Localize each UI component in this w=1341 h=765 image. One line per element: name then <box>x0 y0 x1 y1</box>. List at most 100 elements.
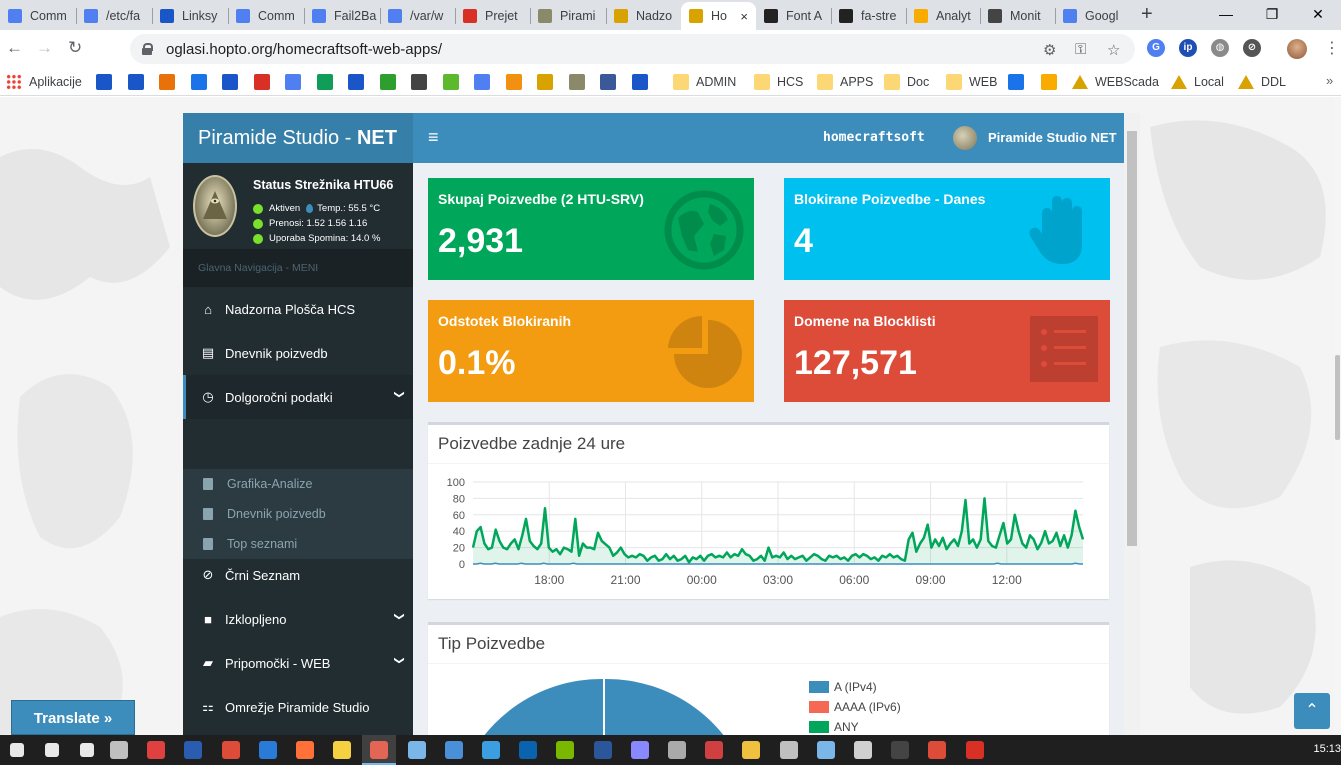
browser-tab[interactable]: Pirami <box>530 2 606 30</box>
app-scrollbar[interactable] <box>1124 113 1140 735</box>
bookmark-icon-item[interactable] <box>474 73 490 91</box>
bookmark-hcs[interactable]: HCS <box>754 73 803 91</box>
notes-icon[interactable] <box>333 741 352 759</box>
legend-item[interactable]: AAAA (IPv6) <box>809 697 901 717</box>
brand-text[interactable]: homecraftsoft <box>823 130 925 145</box>
sidebar-item-disabled[interactable]: ■ Izklopljeno ❯ <box>183 597 413 641</box>
notepad-icon[interactable] <box>407 741 426 759</box>
globe-icon[interactable] <box>258 741 277 759</box>
search-icon[interactable] <box>45 743 59 757</box>
apps-bookmark[interactable]: Aplikacije <box>6 73 82 91</box>
pen-icon[interactable] <box>779 741 798 759</box>
series-line[interactable] <box>473 562 1083 565</box>
bookmark-icon-item[interactable] <box>316 73 333 91</box>
word-icon[interactable] <box>593 741 612 759</box>
maps-icon[interactable] <box>965 741 984 759</box>
browser-tab[interactable]: fa-stre <box>831 2 906 30</box>
user-name[interactable]: Piramide Studio NET <box>988 130 1117 145</box>
folder-icon[interactable] <box>742 741 761 759</box>
asp-icon[interactable] <box>891 741 910 759</box>
user-avatar[interactable] <box>953 126 977 150</box>
legend-item[interactable]: A (IPv4) <box>809 677 901 697</box>
bookmark-infinity[interactable] <box>1008 73 1031 91</box>
browser-tab[interactable]: Fail2Ba <box>304 2 380 30</box>
bookmark-icon-item[interactable] <box>379 73 396 91</box>
browser-tab[interactable]: Monit <box>980 2 1055 30</box>
bookmark-icon-item[interactable] <box>159 73 175 91</box>
app-scrollbar-thumb[interactable] <box>1127 131 1137 546</box>
bookmark-star-icon[interactable]: ☆ <box>1107 42 1121 59</box>
browser-tab[interactable]: Analyt <box>906 2 980 30</box>
browser-tab[interactable]: Comm <box>0 2 76 30</box>
sidebar-item-network[interactable]: ⚏ Omrežje Piramide Studio <box>183 685 413 729</box>
bookmark-icon-item[interactable] <box>600 73 616 91</box>
browser-tab[interactable]: Ho × <box>681 2 756 30</box>
minimize-button[interactable]: — <box>1219 6 1233 22</box>
bookmark-local[interactable]: Local <box>1171 73 1224 91</box>
bookmark-icon-item[interactable] <box>568 73 585 91</box>
browser-tab[interactable]: /etc/fa <box>76 2 152 30</box>
bookmark-icon-item[interactable] <box>127 73 144 91</box>
bookmark-apps[interactable]: APPS <box>817 73 873 91</box>
chevron-down-icon[interactable]: ❯ <box>393 390 405 399</box>
bookmark-icon-item[interactable] <box>348 73 364 91</box>
dreamweaver-icon[interactable] <box>556 741 575 759</box>
address-bar[interactable]: oglasi.hopto.org/homecraftsoft-web-apps/… <box>130 34 1135 64</box>
browser-tab[interactable]: /var/w <box>380 2 455 30</box>
bookmark-admin[interactable]: ADMIN <box>673 73 736 91</box>
browser-tab[interactable]: Prejet <box>455 2 530 30</box>
query-type-pie-chart[interactable] <box>458 675 758 735</box>
chrome-active-icon[interactable] <box>370 741 389 759</box>
bookmark-icon-item[interactable] <box>411 73 427 91</box>
sidebar-toggle-icon[interactable]: ≡ <box>428 127 439 147</box>
block-extension-icon[interactable]: ⊘ <box>1243 39 1261 57</box>
page-scrollbar-thumb[interactable] <box>1335 355 1340 440</box>
terminal-icon[interactable] <box>110 741 128 759</box>
bookmark-icon-item[interactable] <box>253 73 270 91</box>
chrome2-icon[interactable] <box>928 741 947 759</box>
new-tab-button[interactable]: + <box>1141 3 1153 25</box>
globe-extension-icon[interactable]: ◍ <box>1211 39 1229 57</box>
profile-avatar[interactable] <box>1287 39 1307 59</box>
key-icon[interactable]: ⚿ <box>1075 41 1087 58</box>
bookmark-icon-item[interactable] <box>222 73 238 91</box>
bookmark-webscada[interactable]: WEBScada <box>1072 73 1159 91</box>
task-view-icon[interactable] <box>80 743 94 757</box>
lock-icon[interactable] <box>142 43 153 55</box>
sidebar-item-blacklist[interactable]: ⊘ Črni Seznam <box>183 553 413 597</box>
back-button[interactable]: ← <box>6 38 23 57</box>
browser-tab[interactable]: Comm <box>228 2 304 30</box>
series-line[interactable] <box>471 497 1085 564</box>
more-bookmarks-icon[interactable]: » <box>1326 73 1334 88</box>
submenu-item[interactable]: Dnevnik poizvedb <box>183 499 413 529</box>
outlook-icon[interactable] <box>519 741 538 759</box>
lock-icon[interactable] <box>630 741 649 759</box>
app-logo[interactable]: Piramide Studio - NET <box>183 113 413 163</box>
sidebar-item-home[interactable]: ⌂ Nadzorna Plošča HCS <box>183 287 413 331</box>
site-settings-icon[interactable]: ⚙ <box>1043 42 1057 59</box>
monitor-icon[interactable] <box>482 741 500 759</box>
pie-slice-ipv4[interactable] <box>458 678 603 735</box>
paint2-icon[interactable] <box>816 741 835 759</box>
start-icon[interactable] <box>10 743 24 757</box>
translate-button[interactable]: Translate » <box>11 700 135 735</box>
translate-extension-icon[interactable]: G <box>1147 39 1165 57</box>
reload-button[interactable]: ↻ <box>68 38 83 57</box>
bookmark-icon-item[interactable] <box>631 73 648 91</box>
ip-extension-icon[interactable]: ip <box>1179 39 1197 57</box>
paint-icon[interactable] <box>147 741 166 759</box>
restore-button[interactable]: ❐ <box>1265 6 1279 22</box>
url-text[interactable]: oglasi.hopto.org/homecraftsoft-web-apps/ <box>166 40 442 58</box>
queries-line-chart[interactable]: 0 20 40 60 80 100 18:00 21:00 00:00 03:00 06:00 09:… <box>428 465 1109 605</box>
sidebar-item-query-log[interactable]: ▤ Dnevnik poizvedb <box>183 331 413 375</box>
browser-tab[interactable]: Font A <box>756 2 831 30</box>
bookmark-icon-item[interactable] <box>190 73 207 91</box>
gear-red-icon[interactable] <box>705 741 724 759</box>
submenu-item[interactable]: Top seznami <box>183 529 413 559</box>
firefox-icon[interactable] <box>296 741 314 759</box>
submenu-item[interactable]: Grafika-Analize <box>183 469 413 499</box>
chevron-down-icon[interactable]: ❯ <box>393 656 405 665</box>
bookmark-web[interactable]: WEB <box>946 73 997 91</box>
sidebar-item-long-term-data[interactable]: ◷ Dolgoročni podatki ❯ <box>183 375 413 419</box>
browser-menu-icon[interactable]: ⋮ <box>1324 40 1340 57</box>
